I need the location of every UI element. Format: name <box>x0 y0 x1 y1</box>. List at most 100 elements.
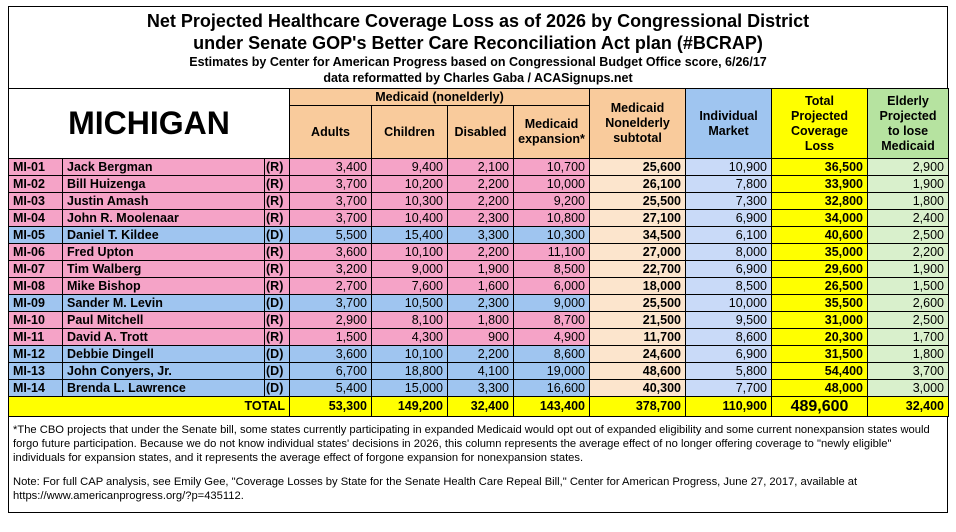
value-cell: 1,800 <box>447 311 514 329</box>
value-cell: 8,600 <box>685 328 772 346</box>
value-cell: 9,000 <box>513 294 590 312</box>
value-cell: 6,900 <box>685 260 772 278</box>
data-row: MI-13 John Conyers, Jr. (D) 6,700 18,800 4,10… <box>8 362 949 380</box>
district: MI-14 <box>8 379 63 397</box>
district: MI-05 <box>8 226 63 244</box>
column-header: Elderly Projected to lose Medicaid <box>867 88 949 159</box>
value-cell: 34,000 <box>771 209 868 227</box>
representative: John R. Moolenaar <box>62 209 265 227</box>
footnote: Note: For full CAP analysis, see Emily G… <box>13 476 858 502</box>
party: (R) <box>264 277 290 295</box>
value-cell: 40,600 <box>771 226 868 244</box>
value-cell: 10,800 <box>513 209 590 227</box>
value-cell: 3,000 <box>867 379 949 397</box>
total-row: TOTAL 53,300 149,200 32,400 143,400 378,700 11… <box>8 396 949 417</box>
value-cell: 35,000 <box>771 243 868 261</box>
value-cell: 6,900 <box>685 209 772 227</box>
value-cell: 3,700 <box>289 294 372 312</box>
data-row: MI-12 Debbie Dingell (D) 3,600 10,100 2,200 8,… <box>8 345 949 363</box>
title: under Senate GOP's Better Care Reconcili… <box>193 33 763 53</box>
value-cell: 3,600 <box>289 345 372 363</box>
value-cell: 6,000 <box>513 277 590 295</box>
value-cell: 6,900 <box>685 345 772 363</box>
party: (R) <box>264 311 290 329</box>
value-cell: 1,800 <box>867 192 949 210</box>
value-cell: 1,900 <box>867 260 949 278</box>
footnote: *The CBO projects that under the Senate … <box>13 424 930 464</box>
value-cell: 32,800 <box>771 192 868 210</box>
value-cell: 48,600 <box>589 362 686 380</box>
column-header: Adults <box>289 105 372 159</box>
representative: Tim Walberg <box>62 260 265 278</box>
value-cell: 2,900 <box>289 311 372 329</box>
value-cell: 2,500 <box>867 226 949 244</box>
party: (R) <box>264 209 290 227</box>
value-cell: 2,400 <box>867 209 949 227</box>
column-header: Disabled <box>447 105 514 159</box>
party: (D) <box>264 226 290 244</box>
value-cell: 9,000 <box>371 260 448 278</box>
representative: Mike Bishop <box>62 277 265 295</box>
column-header: Total Projected Coverage Loss <box>771 88 868 159</box>
value-cell: 26,500 <box>771 277 868 295</box>
value-cell: 10,300 <box>371 192 448 210</box>
column-header: Medicaid Nonelderly subtotal <box>589 88 686 159</box>
data-table: MICHIGAN Medicaid (nonelderly) Medicaid No… <box>8 88 949 417</box>
value-cell: 9,400 <box>371 158 448 176</box>
value-cell: 21,500 <box>589 311 686 329</box>
district: MI-11 <box>8 328 63 346</box>
value-cell: 10,100 <box>371 345 448 363</box>
data-row: MI-07 Tim Walberg (R) 3,200 9,000 1,900 8,500 2… <box>8 260 949 278</box>
value-cell: 2,200 <box>447 243 514 261</box>
value-cell: 18,800 <box>371 362 448 380</box>
value-cell: 6,700 <box>289 362 372 380</box>
total-cell: 32,400 <box>447 396 514 417</box>
value-cell: 18,000 <box>589 277 686 295</box>
value-cell: 4,300 <box>371 328 448 346</box>
value-cell: 9,200 <box>513 192 590 210</box>
representative: Sander M. Levin <box>62 294 265 312</box>
value-cell: 27,100 <box>589 209 686 227</box>
value-cell: 35,500 <box>771 294 868 312</box>
district: MI-01 <box>8 158 63 176</box>
value-cell: 7,600 <box>371 277 448 295</box>
value-cell: 10,000 <box>685 294 772 312</box>
district: MI-10 <box>8 311 63 329</box>
value-cell: 10,400 <box>371 209 448 227</box>
value-cell: 7,700 <box>685 379 772 397</box>
value-cell: 7,300 <box>685 192 772 210</box>
value-cell: 11,700 <box>589 328 686 346</box>
party: (R) <box>264 158 290 176</box>
value-cell: 2,700 <box>289 277 372 295</box>
data-row: MI-06 Fred Upton (R) 3,600 10,100 2,200 11,100… <box>8 243 949 261</box>
district: MI-02 <box>8 175 63 193</box>
value-cell: 8,500 <box>685 277 772 295</box>
party: (D) <box>264 294 290 312</box>
party: (R) <box>264 328 290 346</box>
value-cell: 22,700 <box>589 260 686 278</box>
party: (D) <box>264 379 290 397</box>
value-cell: 3,700 <box>867 362 949 380</box>
column-header: Medicaid expansion* <box>513 105 590 159</box>
party: (D) <box>264 362 290 380</box>
representative: Fred Upton <box>62 243 265 261</box>
party: (D) <box>264 345 290 363</box>
value-cell: 1,500 <box>867 277 949 295</box>
header-row: Adults Children Disabled Medicaid expansion… <box>9 105 949 159</box>
district: MI-04 <box>8 209 63 227</box>
value-cell: 10,100 <box>371 243 448 261</box>
value-cell: 27,000 <box>589 243 686 261</box>
value-cell: 2,200 <box>447 175 514 193</box>
total-label: TOTAL <box>8 396 290 417</box>
value-cell: 10,200 <box>371 175 448 193</box>
value-cell: 900 <box>447 328 514 346</box>
total-cell: 378,700 <box>589 396 686 417</box>
value-cell: 5,800 <box>685 362 772 380</box>
value-cell: 10,000 <box>513 175 590 193</box>
value-cell: 1,700 <box>867 328 949 346</box>
value-cell: 1,800 <box>867 345 949 363</box>
value-cell: 2,900 <box>867 158 949 176</box>
value-cell: 8,700 <box>513 311 590 329</box>
title: Net Projected Healthcare Coverage Loss a… <box>146 11 810 31</box>
total-cell: 143,400 <box>513 396 590 417</box>
